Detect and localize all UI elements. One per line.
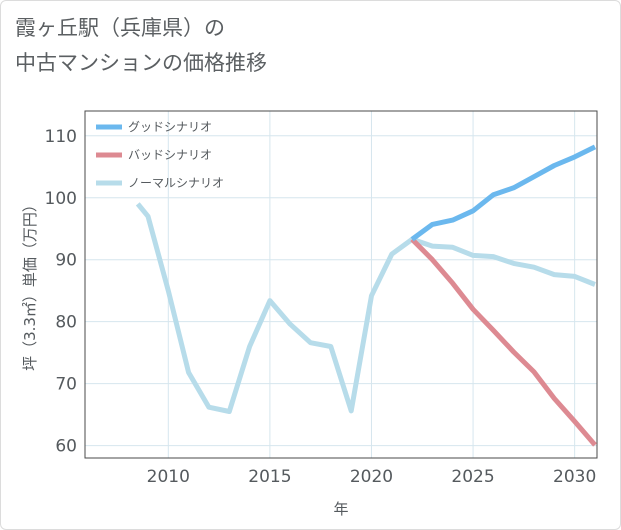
chart-title-line2: 中古マンションの価格推移 — [15, 51, 267, 75]
y-axis-title: 坪（3.3㎡）単価（万円） — [21, 197, 39, 371]
x-axis-title: 年 — [333, 500, 348, 518]
y-tick-label: 110 — [45, 127, 77, 147]
series-lines — [135, 144, 597, 447]
legend-label: ノーマルシナリオ — [128, 176, 224, 190]
y-tick-label: 90 — [55, 251, 77, 271]
x-tick-label: 2015 — [248, 467, 291, 487]
y-tick-label: 80 — [55, 313, 77, 333]
series-line-1 — [410, 237, 597, 447]
tick-labels: 60 70 80 90 100 110 2010 2015 2020 2025 2030 — [45, 127, 597, 487]
chart-title-line1: 霞ヶ丘駅（兵庫県）の — [15, 16, 225, 40]
chart-title: 霞ヶ丘駅（兵庫県）の 中古マンションの価格推移 — [15, 11, 267, 81]
series-line-2 — [135, 202, 596, 414]
plot-frame — [84, 110, 598, 459]
x-tick-label: 2025 — [451, 467, 494, 487]
legend-label: バッドシナリオ — [128, 148, 212, 162]
x-tick-label: 2010 — [147, 467, 190, 487]
x-tick-label: 2020 — [350, 467, 393, 487]
y-tick-label: 100 — [45, 189, 77, 209]
y-tick-label: 60 — [55, 437, 77, 457]
y-tick-label: 70 — [55, 375, 77, 395]
series-line-0 — [410, 144, 597, 242]
x-tick-label: 2030 — [553, 467, 596, 487]
grid-lines — [85, 111, 597, 458]
legend-label: グッドシナリオ — [128, 120, 212, 134]
